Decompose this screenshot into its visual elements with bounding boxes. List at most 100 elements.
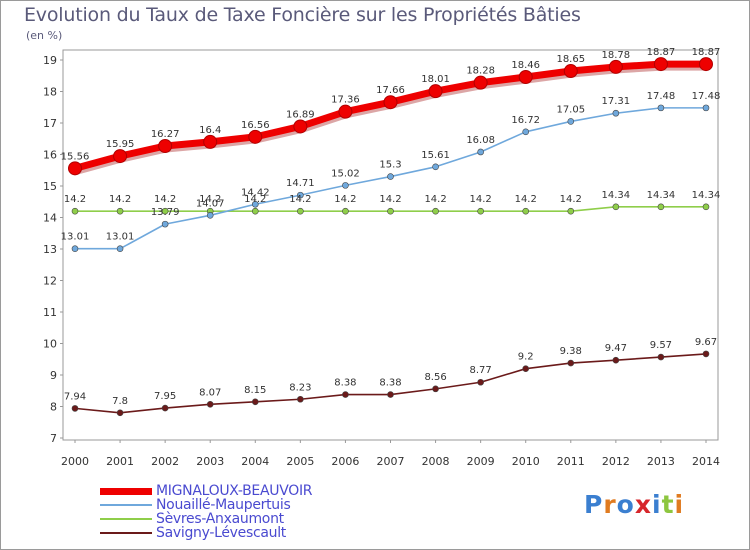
data-label: 18.78 — [602, 50, 631, 61]
data-point — [297, 207, 304, 215]
data-label: 9.57 — [650, 340, 672, 351]
x-tick-label: 2014 — [692, 455, 720, 468]
data-point — [71, 245, 79, 252]
data-label: 14.2 — [334, 194, 356, 205]
data-point — [113, 149, 128, 164]
x-tick-label: 2002 — [151, 455, 179, 468]
data-point — [477, 207, 484, 215]
data-point — [342, 207, 349, 215]
data-label: 14.2 — [154, 194, 176, 205]
data-point — [563, 64, 578, 79]
data-point — [251, 207, 259, 215]
data-label: 18.87 — [692, 47, 721, 58]
data-label: 14.71 — [286, 178, 315, 189]
data-point — [116, 207, 124, 215]
data-point — [387, 173, 394, 180]
data-point — [522, 128, 530, 136]
y-tick-label: 19 — [43, 54, 57, 67]
x-tick-label: 2000 — [61, 455, 89, 468]
data-label: 15.61 — [421, 150, 450, 161]
legend-swatch — [100, 488, 152, 495]
data-label: 14.34 — [602, 190, 631, 201]
data-point — [251, 200, 259, 208]
chart-title: Evolution du Taux de Taxe Foncière sur l… — [24, 4, 581, 26]
data-point — [699, 57, 713, 72]
data-label: 9.67 — [695, 337, 717, 348]
data-point — [71, 405, 79, 412]
data-label: 7.8 — [112, 396, 128, 407]
data-label: 7.94 — [64, 391, 86, 402]
data-point — [71, 207, 79, 215]
data-point — [432, 163, 439, 171]
data-label: 17.05 — [556, 104, 585, 115]
data-label: 17.36 — [331, 95, 360, 106]
x-tick-label: 2003 — [196, 455, 224, 468]
data-point — [248, 129, 263, 144]
data-point — [612, 356, 620, 364]
data-point — [293, 119, 308, 134]
data-point — [432, 207, 439, 215]
logo-letter: t — [661, 490, 675, 519]
data-point — [251, 398, 259, 406]
data-label: 14.34 — [692, 190, 721, 201]
logo-letter: o — [616, 490, 635, 519]
data-label: 16.08 — [466, 135, 495, 146]
data-point — [567, 118, 575, 125]
proxiti-logo: Proxiti — [584, 490, 684, 519]
data-label: 18.28 — [466, 66, 495, 77]
data-point — [203, 134, 218, 149]
y-tick-label: 12 — [43, 275, 57, 288]
data-point — [518, 70, 533, 85]
data-point — [477, 148, 484, 156]
y-tick-label: 13 — [43, 243, 57, 256]
data-label: 15.3 — [379, 160, 401, 171]
data-point — [338, 104, 353, 119]
data-point — [387, 391, 394, 398]
data-point — [702, 350, 710, 358]
legend-swatch — [100, 518, 152, 520]
data-point — [161, 404, 169, 412]
legend-swatch — [100, 504, 152, 506]
logo-letter: P — [584, 490, 604, 519]
series-line-0 — [74, 60, 706, 172]
y-tick-label: 14 — [43, 212, 57, 225]
data-label: 14.2 — [560, 194, 582, 205]
data-label: 14.2 — [424, 194, 446, 205]
x-tick-label: 2012 — [602, 455, 630, 468]
chart-unit-label: (en %) — [26, 29, 63, 42]
data-point — [428, 84, 443, 99]
data-label: 18.65 — [556, 54, 585, 65]
data-label: 14.42 — [241, 187, 270, 198]
x-tick-label: 2001 — [106, 455, 134, 468]
data-label: 8.23 — [289, 382, 311, 393]
data-label: 13.01 — [61, 232, 90, 243]
data-point — [522, 207, 530, 215]
y-tick-label: 8 — [50, 401, 57, 414]
logo-letter: x — [634, 490, 652, 519]
y-tick-label: 11 — [43, 306, 57, 319]
data-label: 16.56 — [241, 120, 270, 131]
data-label: 14.2 — [470, 194, 492, 205]
data-label: 13.79 — [151, 207, 180, 218]
data-point — [342, 391, 349, 398]
data-point — [387, 207, 394, 215]
logo-letter: r — [603, 490, 617, 519]
data-label: 16.72 — [511, 115, 540, 126]
data-label: 14.07 — [196, 198, 225, 209]
data-point — [206, 400, 214, 408]
data-point — [657, 203, 665, 211]
data-point — [116, 245, 124, 252]
data-label: 17.48 — [692, 91, 721, 102]
data-label: 18.01 — [421, 74, 450, 85]
series-shadow — [71, 61, 712, 175]
data-label: 9.2 — [518, 352, 534, 363]
data-label: 18.87 — [647, 47, 676, 58]
x-tick-label: 2010 — [512, 455, 540, 468]
logo-letter: i — [652, 490, 662, 519]
data-label: 14.2 — [244, 194, 266, 205]
data-label: 16.27 — [151, 129, 180, 140]
legend-swatch — [100, 532, 152, 534]
data-label: 14.2 — [109, 194, 131, 205]
data-label: 7.95 — [154, 391, 176, 402]
